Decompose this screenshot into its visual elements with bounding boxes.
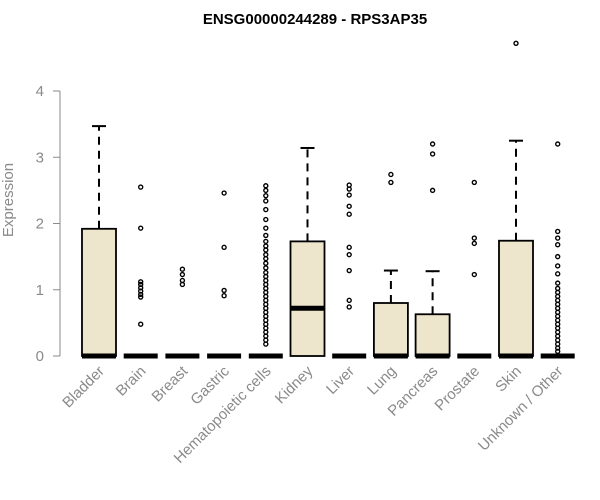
outlier-point (513, 40, 519, 46)
y-tick-label: 2 (36, 216, 44, 233)
outlier-point (555, 271, 561, 277)
outlier-point (346, 244, 352, 251)
iqr-box (372, 302, 409, 357)
outlier-point (221, 293, 227, 299)
outlier-point (263, 187, 269, 194)
outlier-point (471, 271, 477, 278)
outlier-point (221, 190, 227, 196)
outlier-point (263, 192, 269, 199)
y-tick-label: 4 (36, 83, 44, 100)
y-tick-label: 0 (36, 348, 44, 365)
outlier-point (263, 206, 269, 213)
outlier-point (221, 244, 227, 251)
outlier-point (179, 271, 186, 278)
outlier-point (346, 267, 352, 274)
outlier-point (263, 232, 269, 239)
outlier-point (429, 141, 436, 147)
y-axis-label: Expression (0, 163, 17, 237)
outlier-point (555, 348, 561, 355)
outlier-point (346, 251, 352, 258)
outlier-point (555, 228, 561, 235)
x-tick-label: Lung (364, 363, 400, 399)
box-prostate (457, 179, 492, 359)
outlier-point (221, 287, 227, 294)
outlier-point (555, 280, 561, 286)
box-lung (372, 171, 409, 359)
x-tick-label: Bladder (59, 363, 108, 412)
outlier-point (137, 294, 144, 300)
box-hematopoietic-cells (248, 183, 283, 359)
chart-title: ENSG00000244289 - RPS3AP35 (203, 11, 427, 28)
outlier-point (555, 253, 561, 260)
outlier-point (555, 241, 561, 248)
x-tick-label: Liver (323, 363, 358, 398)
outlier-point (263, 247, 269, 253)
x-tick-label: Skin (492, 363, 525, 396)
x-tick-label: Kidney (272, 362, 317, 407)
outlier-point (137, 184, 144, 190)
box-gastric (207, 190, 242, 359)
outlier-point (388, 171, 394, 178)
x-tick-label: Prostate (432, 363, 484, 415)
outlier-point (346, 297, 352, 304)
box-skin (498, 40, 534, 359)
outlier-point (263, 225, 269, 231)
iqr-box (81, 227, 117, 357)
outlier-point (179, 266, 186, 272)
outlier-point (471, 179, 477, 186)
outlier-point (263, 341, 269, 347)
box-kidney (289, 146, 326, 357)
box-liver (332, 182, 367, 359)
outlier-point (137, 279, 144, 285)
outlier-point (346, 211, 352, 217)
x-tick-label: Breast (149, 362, 192, 405)
outlier-point (263, 255, 269, 262)
iqr-box (289, 240, 326, 357)
outlier-point (555, 263, 561, 269)
boxes-group (81, 40, 575, 359)
box-pancreas (414, 141, 451, 359)
outlier-point (137, 225, 144, 231)
outlier-point (263, 216, 269, 223)
outlier-point (471, 240, 477, 247)
iqr-box (414, 313, 451, 357)
outlier-point (346, 192, 352, 198)
outlier-point (137, 291, 144, 298)
box-breast (165, 266, 200, 359)
outlier-point (346, 203, 352, 209)
outlier-point (263, 198, 269, 204)
outlier-point (137, 321, 144, 327)
outlier-point (555, 235, 561, 241)
box-brain (123, 184, 158, 359)
outlier-point (346, 186, 352, 192)
y-tick-label: 3 (36, 149, 44, 166)
x-tick-label: Brain (113, 363, 150, 400)
y-tick-label: 1 (36, 282, 44, 299)
outlier-point (263, 265, 269, 271)
box-unknown-other (540, 141, 575, 359)
outlier-point (179, 281, 186, 288)
outlier-point (346, 304, 352, 310)
iqr-box (498, 239, 534, 357)
y-axis: 0 1 2 3 4 (36, 83, 61, 365)
outlier-point (263, 260, 269, 266)
outlier-point (388, 179, 394, 186)
outlier-point (263, 183, 269, 189)
outlier-point (429, 187, 436, 194)
outlier-point (429, 151, 436, 157)
box-bladder (81, 125, 117, 359)
outlier-point (555, 141, 561, 147)
outlier-point (263, 238, 269, 245)
outlier-point (471, 235, 477, 241)
